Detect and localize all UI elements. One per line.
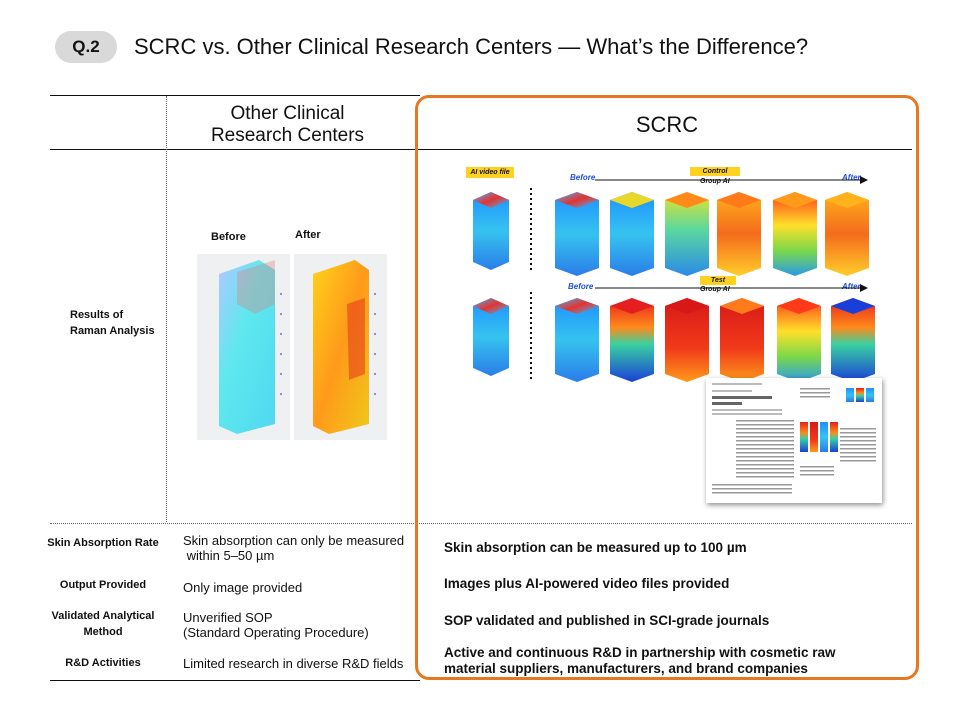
test-block-1 [555,298,599,382]
control-arrow-head [860,176,868,184]
other-before-label: Before [211,231,246,243]
row-label-rnd: R&D Activities [65,657,141,669]
control-block-6 [825,192,869,276]
other-after-label: After [295,229,321,241]
before-raman-block [219,260,275,434]
test-tag: Test [700,276,736,285]
control-ref-block [473,192,509,270]
other-centers-heading: Other Clinical Research Centers [210,103,365,146]
control-row-blocks [473,192,869,276]
control-after-label: After [842,173,861,182]
scrc-raman-panel [473,176,875,382]
section-divider [50,523,912,524]
control-group-label: Group AI [700,178,730,185]
test-block-6 [831,298,875,382]
table-bottom-rule [50,680,420,681]
control-tag: Control [690,167,740,176]
test-block-2 [610,298,654,382]
row-label-validated-method: Validated Analytical Method [51,610,155,638]
scrc-skin-absorption: Skin absorption can be measured up to 10… [444,540,747,555]
test-row-blocks [473,298,875,382]
question-badge: Q.2 [55,31,117,63]
other-validated-method: Unverified SOP (Standard Operating Proce… [183,610,369,640]
test-ref-block [473,298,509,376]
test-after-label: After [842,282,861,291]
ai-video-tag: AI video file [466,167,514,178]
other-output: Only image provided [183,580,303,595]
header-bottom-rule [50,149,912,150]
control-block-2 [610,192,654,276]
after-raman-red-band [347,298,365,380]
control-block-3 [665,192,709,276]
test-arrow-head [860,284,868,292]
paper-figure [800,388,874,452]
scrc-validated-method: SOP validated and published in SCI-grade… [444,613,770,628]
scrc-rnd: Active and continuous R&D in partnership… [444,645,836,676]
page-title: SCRC vs. Other Clinical Research Centers… [134,34,809,59]
row-label-output: Output Provided [59,579,147,591]
before-raman-top-tint [237,260,275,314]
scrc-heading: SCRC [635,112,699,137]
test-before-label: Before [568,282,594,291]
test-block-3 [665,298,709,382]
test-block-5 [777,298,821,382]
row-label-skin-absorption: Skin Absorption Rate [47,537,159,549]
control-block-5 [773,192,817,276]
control-block-4 [717,192,761,276]
raman-row-label: Results of Raman Analysis [70,309,155,337]
control-before-label: Before [570,173,596,182]
test-block-4 [720,298,764,382]
table-top-rule [50,95,420,96]
journal-paper-thumbnail [706,378,882,503]
axis-ticks [280,293,376,395]
test-group-label: Group AI [700,286,730,293]
scrc-highlight-box [415,95,919,680]
other-rnd: Limited research in diverse R&D fields [183,656,404,671]
other-raman-images [197,254,387,440]
scrc-output: Images plus AI-powered video files provi… [444,576,730,591]
column-divider [166,96,167,522]
other-skin-absorption: Skin absorption can only be measured wit… [183,533,405,563]
control-block-1 [555,192,599,276]
